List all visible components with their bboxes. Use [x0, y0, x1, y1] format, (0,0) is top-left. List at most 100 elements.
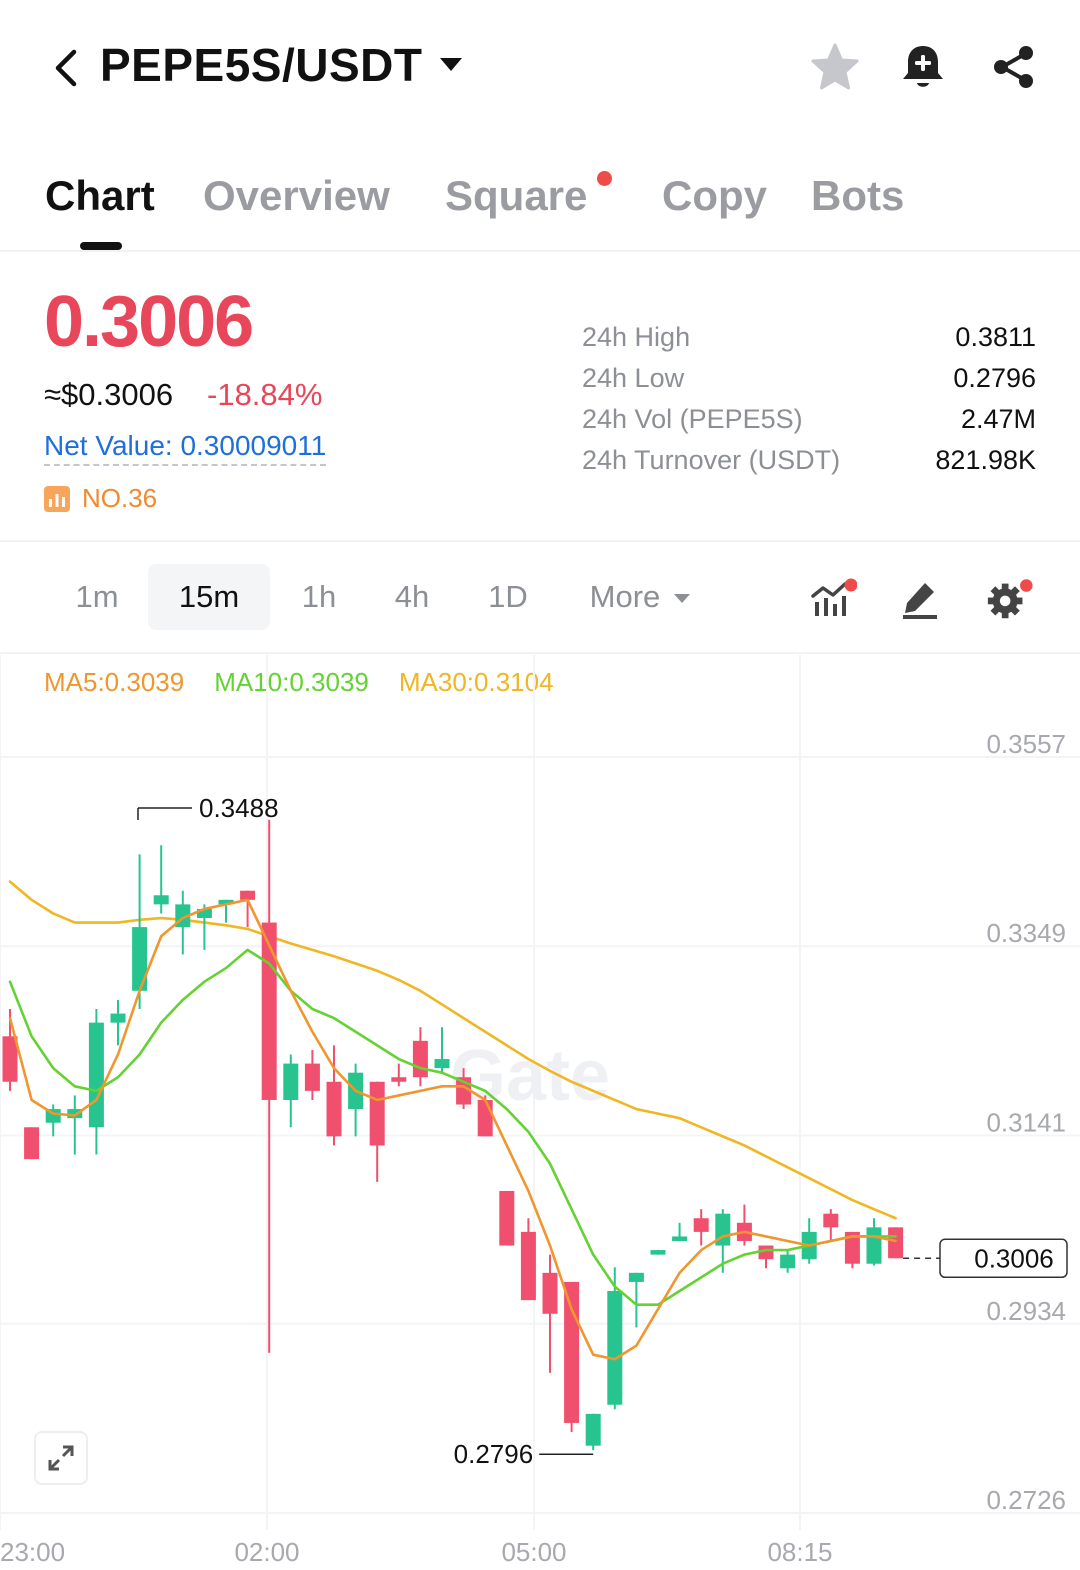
candle-down — [693, 1218, 709, 1232]
candle-up — [218, 899, 234, 905]
current-price-box — [939, 1238, 1068, 1279]
back-button[interactable] — [40, 40, 90, 96]
candle-up — [67, 1109, 83, 1119]
candle-up — [110, 1013, 126, 1023]
interval-1h[interactable]: 1h — [301, 579, 337, 614]
candle-down — [564, 1281, 580, 1423]
pair-dropdown-caret[interactable] — [440, 58, 462, 71]
last-price: 0.3006 — [44, 282, 254, 362]
interval-more-dropdown[interactable]: More — [575, 564, 705, 630]
rank-badge[interactable]: NO.36 — [44, 483, 157, 514]
interval-1d[interactable]: 1D — [488, 579, 528, 614]
interval-15m[interactable]: 15m — [148, 564, 270, 630]
price-markers: 0.3488 0.2796 0.3006 — [137, 793, 1068, 1469]
candle-up — [866, 1227, 882, 1264]
candle-up — [585, 1413, 601, 1446]
candle-up — [607, 1291, 623, 1405]
gear-icon — [987, 579, 1033, 619]
ma5-value: MA5:0.3039 — [44, 667, 185, 697]
tab-copy[interactable]: Copy — [662, 172, 767, 219]
stat-value: 2.47M — [960, 404, 1036, 434]
ma30-polyline — [8, 880, 897, 1220]
favorite-star-button[interactable] — [808, 40, 862, 94]
candle-down — [542, 1272, 558, 1314]
active-tab-indicator — [80, 242, 122, 250]
ma10-value: MA10:0.3039 — [214, 667, 369, 697]
candle-down — [2, 1036, 18, 1082]
fullscreen-button[interactable] — [34, 1431, 88, 1485]
x-tick-label: 08:15 — [767, 1537, 832, 1567]
bell-plus-icon — [903, 46, 943, 87]
usd-price: ≈$0.3006 — [44, 377, 174, 412]
candle-down — [477, 1099, 493, 1137]
stat-row-24h-turnover: 24h Turnover (USDT) 821.98K — [582, 440, 1036, 481]
rank-chart-icon — [44, 485, 70, 512]
candle-up — [132, 927, 148, 991]
y-tick-label: 0.2726 — [986, 1485, 1066, 1515]
candle-up — [283, 1063, 299, 1100]
tab-bots[interactable]: Bots — [811, 172, 905, 219]
y-tick-label: 0.3349 — [986, 918, 1066, 948]
candle-down — [499, 1190, 515, 1246]
divider — [0, 652, 1080, 654]
star-icon — [811, 43, 859, 90]
expand-icon — [48, 1445, 74, 1471]
pencil-icon — [903, 583, 937, 619]
candle-down — [369, 1081, 385, 1146]
tab-overview[interactable]: Overview — [203, 172, 390, 219]
gate-watermark: Gate — [450, 1036, 610, 1116]
share-button[interactable] — [986, 40, 1040, 94]
interval-toolbar: 1m 15m 1h 4h 1D More — [0, 562, 1080, 632]
caret-down-icon — [674, 594, 691, 604]
tab-square[interactable]: Square — [445, 172, 588, 219]
price-panel: 0.3006 ≈$0.3006 -18.84% Net Value: 0.300… — [0, 255, 1080, 540]
stat-value: 0.3811 — [955, 322, 1036, 352]
x-axis-labels: 23:00 02:00 05:00 08:15 — [0, 1537, 833, 1567]
stat-label: 24h Turnover (USDT) — [582, 445, 841, 475]
share-icon — [994, 46, 1033, 88]
ma-lines — [8, 898, 897, 1361]
interval-4h[interactable]: 4h — [394, 579, 430, 614]
interval-1m[interactable]: 1m — [75, 579, 119, 614]
candle-down — [304, 1063, 320, 1091]
candlestick-chart[interactable]: Gate 0.3557 0.3349 0.3141 0.2934 0.2726 23:0… — [0, 655, 1080, 1570]
candle-down — [261, 922, 277, 1100]
ma30-value: MA30:0.3104 — [398, 667, 554, 697]
candle-down — [24, 1127, 40, 1160]
price-alert-button[interactable] — [896, 40, 950, 94]
stat-row-24h-low: 24h Low 0.2796 — [582, 358, 1036, 399]
candle-up — [780, 1254, 796, 1269]
chart-settings-button[interactable] — [984, 576, 1034, 622]
y-tick-label: 0.3557 — [986, 729, 1066, 759]
change-percent: -18.84% — [207, 377, 323, 412]
candle-down — [326, 1081, 342, 1137]
indicators-button[interactable] — [808, 576, 858, 622]
low-price-marker: 0.2796 — [454, 1439, 534, 1469]
ma30-line — [8, 880, 897, 1220]
tab-square-badge-dot — [597, 171, 612, 186]
net-value-link[interactable]: Net Value: 0.30009011 — [44, 430, 327, 466]
stat-label: 24h Vol (PEPE5S) — [582, 404, 803, 434]
x-tick-label: 05:00 — [501, 1537, 566, 1567]
candle-down — [823, 1213, 839, 1228]
stat-label: 24h Low — [582, 363, 685, 393]
stat-row-24h-high: 24h High 0.3811 — [582, 317, 1036, 358]
pair-title[interactable]: PEPE5S/USDT — [100, 39, 423, 91]
current-price-label: 0.3006 — [974, 1243, 1054, 1273]
candle-down — [520, 1231, 536, 1301]
x-tick-label: 02:00 — [234, 1537, 299, 1567]
y-axis-labels: 0.3557 0.3349 0.3141 0.2934 0.2726 — [986, 729, 1066, 1515]
y-tick-label: 0.2934 — [986, 1296, 1066, 1326]
candle-down — [391, 1077, 407, 1082]
tab-bar: Chart Overview Square Copy Bots — [0, 160, 1080, 252]
chevron-left-icon — [55, 49, 77, 87]
ma10-polyline — [8, 948, 897, 1306]
rank-label: NO.36 — [82, 483, 158, 513]
candle-down — [412, 1040, 428, 1078]
stat-value: 821.98K — [935, 445, 1036, 475]
tab-chart[interactable]: Chart — [45, 172, 155, 219]
high-price-marker: 0.3488 — [199, 793, 279, 823]
stat-label: 24h High — [582, 322, 691, 352]
candle-down — [844, 1231, 860, 1264]
drawing-tools-button[interactable] — [895, 576, 945, 622]
